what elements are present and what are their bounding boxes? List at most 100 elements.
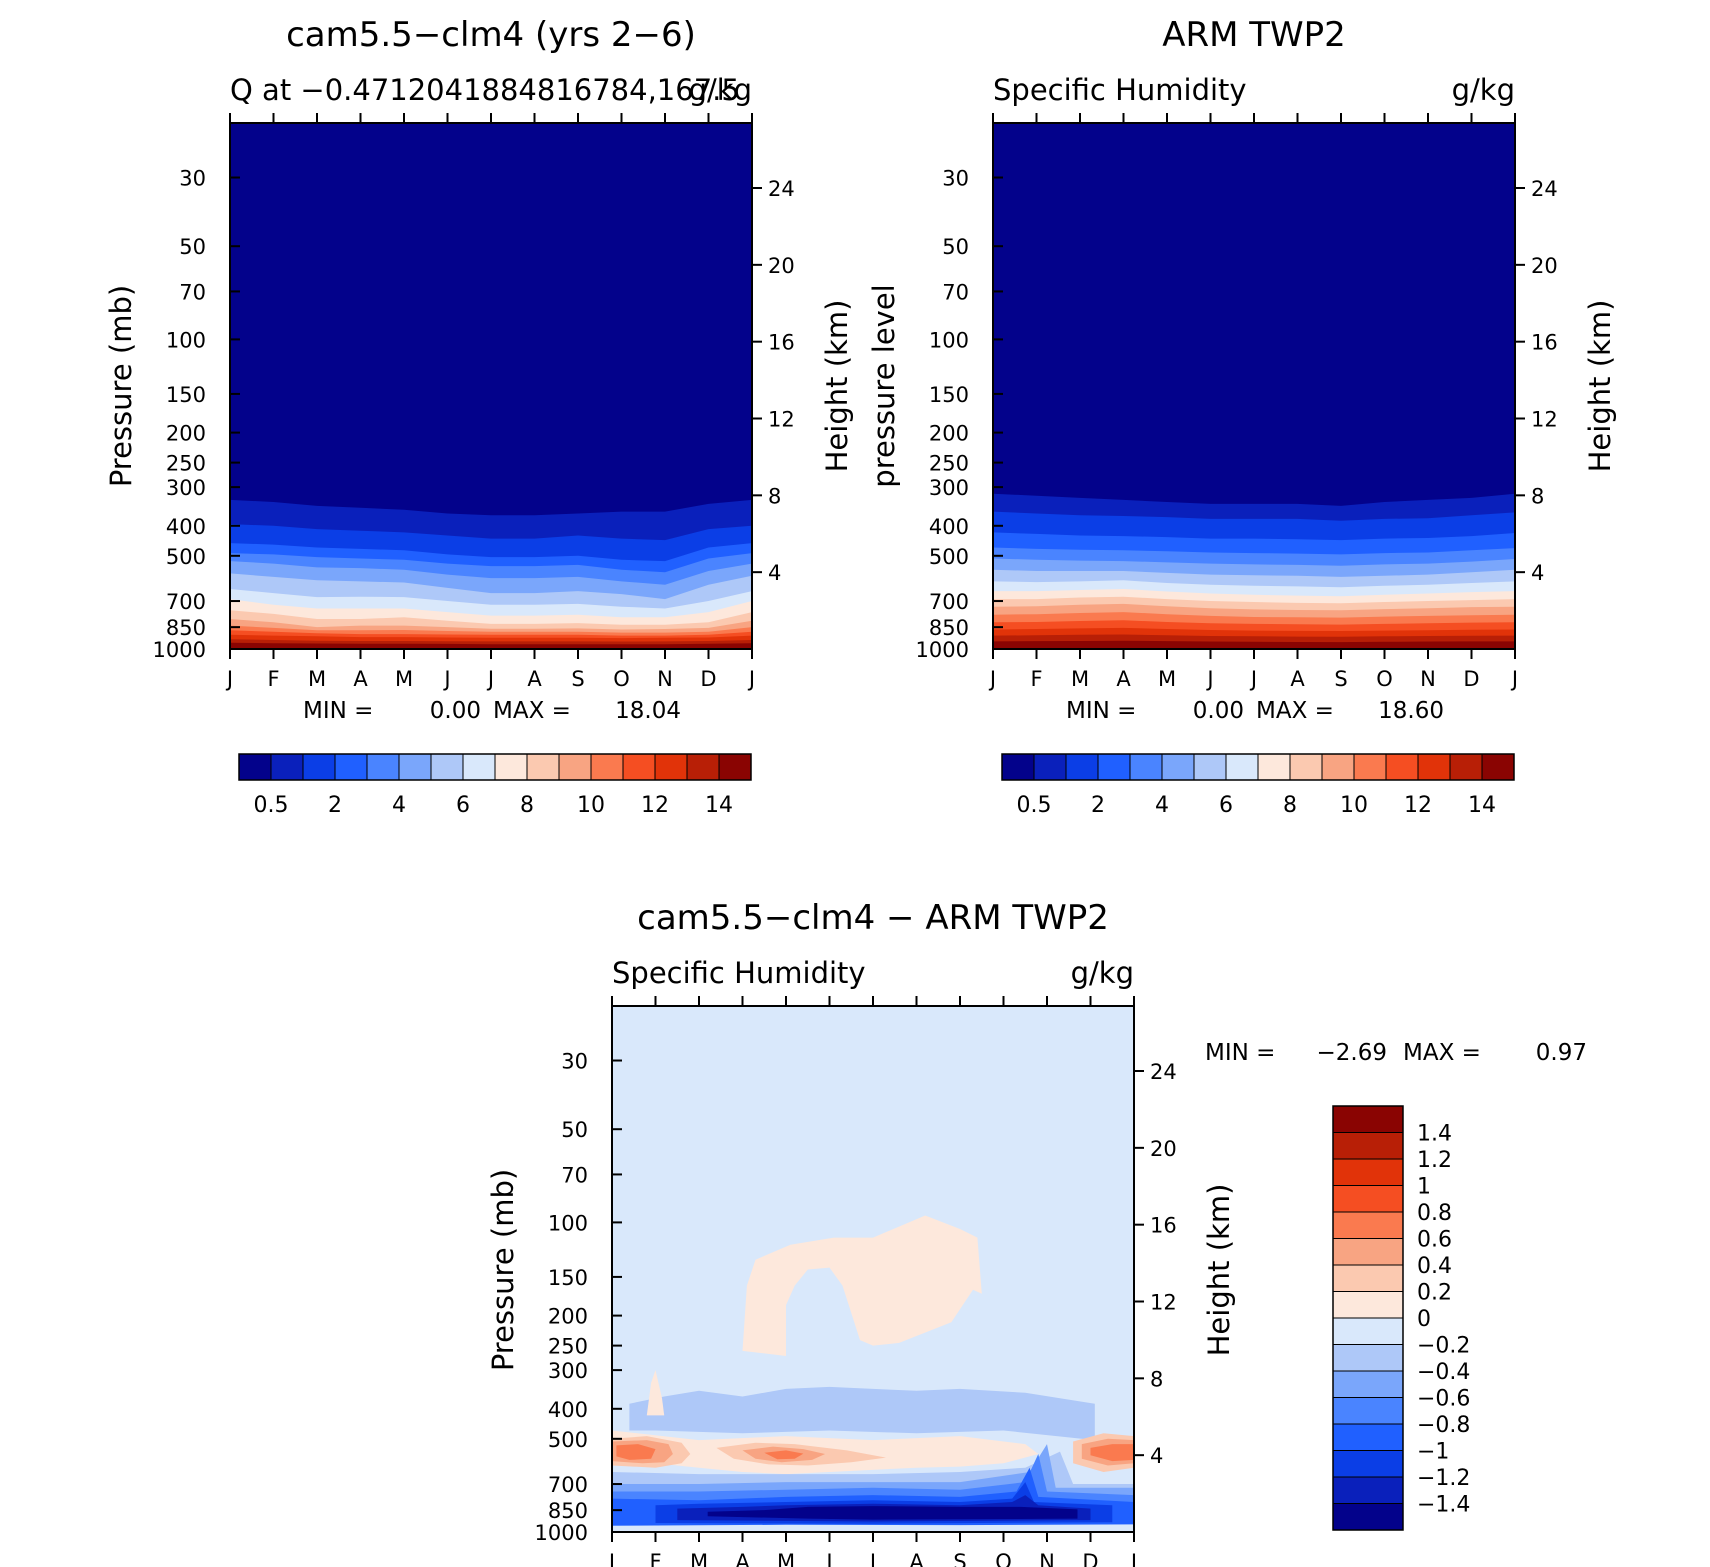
- y-tick-label: 300: [929, 476, 969, 500]
- y-axis-label: pressure level: [867, 284, 901, 487]
- colorbar-box: [1332, 1105, 1404, 1133]
- colorbar-box: [590, 753, 624, 781]
- colorbar: 0.5 2 4 6 8 10 12 14: [1001, 753, 1515, 818]
- y-right-tick-label: 4: [1531, 561, 1544, 585]
- colorbar-box: [1332, 1238, 1404, 1266]
- y-tick-label: 200: [548, 1305, 588, 1329]
- panel-units: g/kg: [1452, 73, 1515, 107]
- x-tick-label: D: [1082, 1550, 1098, 1567]
- contour-region: [612, 1524, 1134, 1532]
- y-tick-label: 50: [561, 1118, 588, 1142]
- y-tick-label: 150: [548, 1266, 588, 1290]
- y-tick-label: 300: [166, 476, 206, 500]
- panel-diff: cam5.5−clm4 − ARM TWP2 Specific Humidity…: [486, 898, 1587, 1567]
- colorbar-box: [1449, 753, 1483, 781]
- colorbar-label: 2: [328, 793, 342, 818]
- x-tick-label: O: [613, 667, 630, 691]
- min-label: MIN =: [1205, 1040, 1275, 1066]
- panel-units: g/kg: [689, 73, 752, 107]
- x-tick-label: M: [308, 667, 326, 691]
- panel-left-subtitle: Q at −0.4712041884816784,167.5: [230, 73, 740, 107]
- x-tick-label: J: [747, 667, 755, 691]
- colorbar-box: [1332, 1370, 1404, 1398]
- y-right-tick-label: 4: [768, 561, 781, 585]
- x-tick-label: J: [988, 667, 996, 691]
- min-label: MIN =: [303, 698, 373, 724]
- x-tick-label: M: [1071, 667, 1089, 691]
- contour-region: [742, 1215, 982, 1356]
- colorbar-label: −1.4: [1417, 1493, 1470, 1518]
- x-tick-label: N: [1420, 667, 1436, 691]
- colorbar-label: −0.8: [1417, 1413, 1470, 1438]
- x-tick-label: J: [1205, 667, 1213, 691]
- colorbar-box: [270, 753, 304, 781]
- colorbar-label: 8: [520, 793, 534, 818]
- min-value: 0.00: [430, 698, 481, 724]
- y-right-tick-label: 16: [768, 331, 795, 355]
- y-tick-label: 100: [929, 328, 969, 352]
- x-tick-label: M: [395, 667, 413, 691]
- colorbar-box: [1289, 753, 1323, 781]
- x-tick-label: J: [868, 1550, 876, 1567]
- y-tick-label: 500: [166, 545, 206, 569]
- colorbar-label: −1.2: [1417, 1466, 1470, 1491]
- y-tick-label: 700: [166, 590, 206, 614]
- colorbar-box: [238, 753, 272, 781]
- colorbar-box: [1332, 1291, 1404, 1319]
- colorbar-box: [430, 753, 464, 781]
- contour-region: [764, 1450, 804, 1460]
- colorbar-label: 12: [1404, 793, 1432, 818]
- x-tick-label: J: [442, 667, 450, 691]
- colorbar-frame: [238, 753, 752, 781]
- colorbar-label: 10: [577, 793, 605, 818]
- colorbar-label: 0: [1417, 1307, 1431, 1332]
- colorbar-label: 10: [1340, 793, 1368, 818]
- contour-plot: [230, 123, 752, 649]
- x-tick-label: A: [1116, 667, 1131, 691]
- colorbar-label: 1.2: [1417, 1148, 1452, 1173]
- x-tick-label: A: [527, 667, 542, 691]
- y-axis-label: Pressure (mb): [486, 1169, 520, 1371]
- contour-plot: [612, 1006, 1134, 1532]
- colorbar-label: 6: [456, 793, 470, 818]
- y-right-tick-label: 8: [1150, 1367, 1163, 1391]
- colorbar-label: 14: [705, 793, 733, 818]
- x-tick-label: O: [1376, 667, 1393, 691]
- y-axis-right-label: Height (km): [820, 300, 854, 473]
- colorbar-box: [1481, 753, 1515, 781]
- x-tick-label: J: [1249, 667, 1257, 691]
- contour-region: [629, 1386, 1095, 1441]
- contour-band: [993, 640, 1515, 649]
- y-axis-right-label: Height (km): [1583, 300, 1617, 473]
- colorbar-box: [1321, 753, 1355, 781]
- colorbar-label: 0.8: [1417, 1201, 1452, 1226]
- y-right-tick-label: 12: [768, 408, 795, 432]
- colorbar-box: [366, 753, 400, 781]
- colorbar-box: [1385, 753, 1419, 781]
- colorbar-label: 12: [641, 793, 669, 818]
- colorbar-label: 1: [1417, 1175, 1431, 1200]
- colorbar-label: 4: [1155, 793, 1169, 818]
- colorbar-box: [526, 753, 560, 781]
- panel-left-subtitle: Specific Humidity: [612, 956, 866, 990]
- colorbar-box: [334, 753, 368, 781]
- colorbar-box: [1097, 753, 1131, 781]
- colorbar-box: [1193, 753, 1227, 781]
- x-tick-label: J: [1510, 667, 1518, 691]
- y-tick-label: 700: [548, 1473, 588, 1497]
- colorbar-label: 0.5: [1017, 793, 1052, 818]
- y-tick-label: 250: [929, 452, 969, 476]
- x-tick-label: J: [486, 667, 494, 691]
- x-tick-label: N: [657, 667, 673, 691]
- y-tick-label: 30: [942, 167, 969, 191]
- y-tick-label: 30: [561, 1050, 588, 1074]
- colorbar-box: [1332, 1344, 1404, 1372]
- colorbar-box: [1332, 1211, 1404, 1239]
- y-axis-right-label: Height (km): [1202, 1184, 1236, 1357]
- y-tick-label: 850: [166, 616, 206, 640]
- y-tick-label: 200: [929, 422, 969, 446]
- colorbar-label: 4: [392, 793, 406, 818]
- x-tick-label: J: [824, 1550, 832, 1567]
- max-value: 18.60: [1378, 698, 1444, 724]
